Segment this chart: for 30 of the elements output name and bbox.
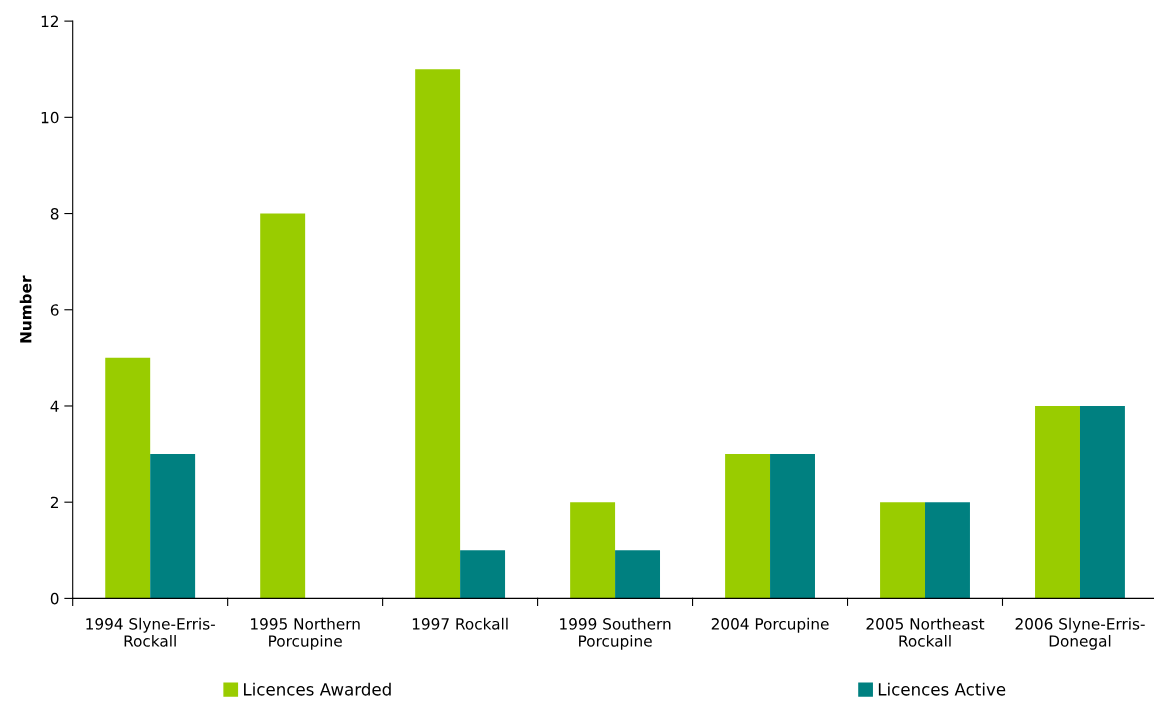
y-tick-label: 2 [50,496,58,508]
bar [925,502,970,599]
legend-label: Licences Active [878,682,1006,696]
y-tick-label: 8 [50,208,59,220]
bar [415,69,461,599]
y-tick-label: 6 [50,304,59,316]
x-tick-label: 1994 Slyne-Erris- Rockall [86,617,215,647]
bar [460,550,506,599]
y-axis-title: Number [19,275,32,343]
y-tick-label: 0 [50,592,59,605]
bar [260,213,306,599]
y-tick-label: 10 [41,111,59,124]
x-tick-label: 2005 Northeast Rockall [866,617,985,647]
bar [880,502,926,599]
x-tick-label: 2006 Slyne-Erris- Donegal [1015,617,1145,650]
bar [570,502,616,599]
x-tick-label: 1995 Northern Porcupine [251,617,360,650]
bar [105,357,151,599]
y-tick-label: 12 [41,15,58,27]
y-tick-label: 4 [50,400,59,412]
x-tick-label: 1999 Southern Porcupine [560,617,671,650]
bar [725,454,771,599]
bar [770,454,815,599]
legend-label: Licences Awarded [244,682,391,696]
bar [1035,405,1080,599]
x-tick-label: 1997 Rockall [412,617,508,630]
bar [150,454,196,599]
bar [615,550,661,599]
bar [1079,405,1125,599]
x-tick-label: 2004 Porcupine [711,617,829,633]
